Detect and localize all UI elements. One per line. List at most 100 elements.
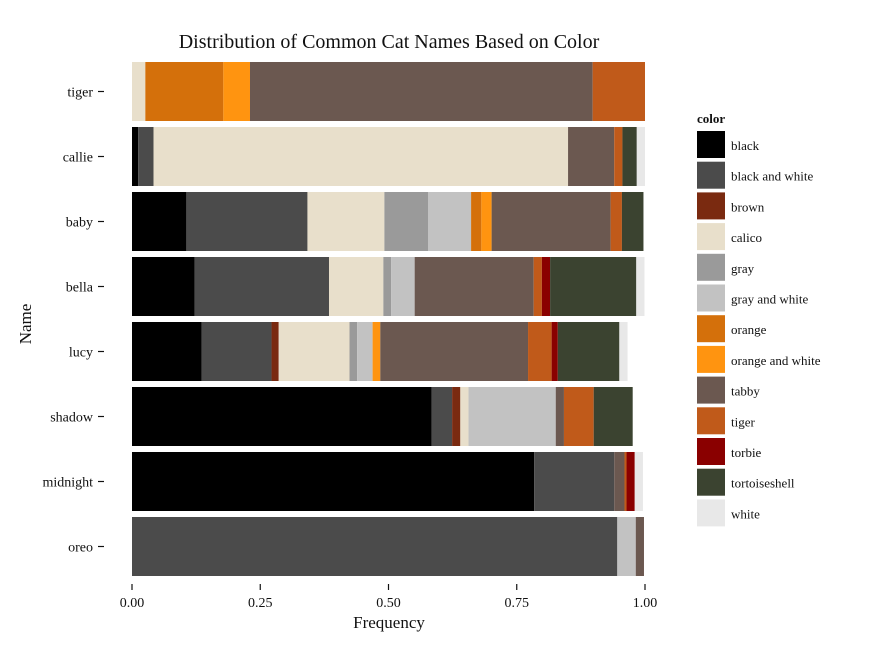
bar-segment-oreo-gray-and-white <box>617 517 636 576</box>
x-axis-label: Frequency <box>353 613 425 632</box>
y-tick-label-callie: callie <box>63 151 93 166</box>
x-tick-label: 0.25 <box>248 596 273 611</box>
legend-swatch-gray <box>697 253 725 281</box>
bar-segment-baby-orange-and-white <box>481 192 492 251</box>
bar-segment-tiger-calico <box>132 62 146 121</box>
bar-segment-bella-tabby <box>414 257 534 316</box>
x-tick-label: 0.00 <box>120 596 145 611</box>
bar-segment-lucy-gray <box>349 322 358 381</box>
y-tick-label-lucy: lucy <box>69 346 93 361</box>
legend-label-tiger: tiger <box>731 414 755 429</box>
legend: color black black and white brown calico gra… <box>697 111 821 527</box>
legend-label-gray-and-white: gray and white <box>731 292 808 307</box>
bar-segment-baby-gray-and-white <box>428 192 472 251</box>
bar-segment-tiger-orange-and-white <box>223 62 250 121</box>
bar-segment-midnight-black <box>132 452 535 511</box>
bar-segment-lucy-tortoiseshell <box>557 322 620 381</box>
y-tick-label-tiger: tiger <box>67 86 93 101</box>
legend-swatch-orange <box>697 315 725 343</box>
legend-label-black: black <box>731 138 760 153</box>
legend-swatch-gray-and-white <box>697 284 725 312</box>
bar-segment-baby-tortoiseshell <box>621 192 644 251</box>
legend-label-orange: orange <box>731 322 767 337</box>
x-tick-label: 0.50 <box>376 596 401 611</box>
bar-segment-lucy-black <box>132 322 202 381</box>
plot-area <box>132 62 645 576</box>
x-tick-label: 1.00 <box>633 596 658 611</box>
bar-segment-shadow-black <box>132 387 432 446</box>
bar-segment-midnight-tabby <box>614 452 625 511</box>
x-tick-label: 0.75 <box>505 596 530 611</box>
bar-segment-lucy-white <box>619 322 628 381</box>
legend-label-tortoiseshell: tortoiseshell <box>731 476 795 491</box>
bar-segment-baby-tiger <box>610 192 622 251</box>
legend-title: color <box>697 111 725 126</box>
bar-segment-callie-tortoiseshell <box>622 127 637 186</box>
bar-segment-lucy-tiger <box>528 322 552 381</box>
bar-segment-oreo-black-and-white <box>132 517 618 576</box>
bar-segment-baby-black-and-white <box>186 192 308 251</box>
bar-segment-bella-calico <box>328 257 384 316</box>
legend-swatch-tiger <box>697 407 725 435</box>
legend-label-torbie: torbie <box>731 445 762 460</box>
bar-segment-midnight-white <box>634 452 643 511</box>
bar-segment-bella-gray-and-white <box>391 257 415 316</box>
y-axis-label: Name <box>16 304 35 345</box>
y-tick-label-baby: baby <box>66 216 93 231</box>
bar-segment-shadow-black-and-white <box>431 387 453 446</box>
bar-segment-tiger-orange <box>145 62 224 121</box>
bar-segment-bella-black-and-white <box>194 257 329 316</box>
legend-label-white: white <box>731 506 760 521</box>
bar-segment-midnight-black-and-white <box>534 452 615 511</box>
bar-segment-callie-black-and-white <box>138 127 154 186</box>
bar-segment-callie-tabby <box>568 127 615 186</box>
bar-segment-callie-white <box>636 127 645 186</box>
legend-label-orange-and-white: orange and white <box>731 353 821 368</box>
bar-segment-shadow-tabby <box>555 387 564 446</box>
legend-label-gray: gray <box>731 261 755 276</box>
y-axis: tiger callie baby bella lucy shadow midnight or… <box>42 86 104 556</box>
bar-segment-lucy-black-and-white <box>201 322 272 381</box>
bar-segment-oreo-tabby <box>635 517 644 576</box>
bar-segment-callie-calico <box>153 127 569 186</box>
bar-segment-shadow-calico <box>460 387 469 446</box>
bar-segment-shadow-tortoiseshell <box>593 387 633 446</box>
legend-swatch-black <box>697 131 725 158</box>
bar-segment-tiger-tiger <box>592 62 645 121</box>
bar-segment-lucy-tabby <box>380 322 529 381</box>
legend-swatch-tabby <box>697 376 725 404</box>
legend-swatch-torbie <box>697 438 725 465</box>
bar-segment-lucy-orange-and-white <box>372 322 381 381</box>
legend-swatch-black-and-white <box>697 161 725 189</box>
bar-segment-lucy-torbie <box>551 322 558 381</box>
bar-segment-lucy-gray-and-white <box>357 322 373 381</box>
y-tick-label-midnight: midnight <box>42 476 93 491</box>
bar-segment-bella-torbie <box>541 257 551 316</box>
y-tick-label-bella: bella <box>66 281 94 296</box>
bar-segment-midnight-tiger <box>624 452 627 511</box>
y-tick-label-shadow: shadow <box>50 411 94 426</box>
legend-label-calico: calico <box>731 230 762 245</box>
legend-label-black-and-white: black and white <box>731 169 814 184</box>
bar-segment-callie-tiger <box>614 127 623 186</box>
bar-segment-bella-gray <box>383 257 392 316</box>
legend-swatch-white <box>697 499 725 527</box>
bar-segment-baby-tabby <box>491 192 611 251</box>
bar-segment-baby-gray <box>384 192 429 251</box>
bar-segment-midnight-torbie <box>626 452 635 511</box>
bar-segment-lucy-calico <box>278 322 350 381</box>
bar-segment-bella-tortoiseshell <box>550 257 637 316</box>
bar-segment-baby-black <box>132 192 187 251</box>
bar-segment-bella-black <box>132 257 195 316</box>
legend-label-tabby: tabby <box>731 384 760 399</box>
bar-segment-shadow-gray-and-white <box>468 387 556 446</box>
bar-segment-callie-black <box>132 127 139 186</box>
legend-swatch-orange-and-white <box>697 345 725 373</box>
bar-segment-baby-orange <box>471 192 482 251</box>
x-axis: 0.00 0.25 0.50 0.75 1.00 <box>120 584 658 611</box>
bar-segment-shadow-brown <box>452 387 461 446</box>
legend-swatch-brown <box>697 192 725 220</box>
legend-swatch-calico <box>697 223 725 251</box>
chart-title: Distribution of Common Cat Names Based o… <box>179 31 600 53</box>
